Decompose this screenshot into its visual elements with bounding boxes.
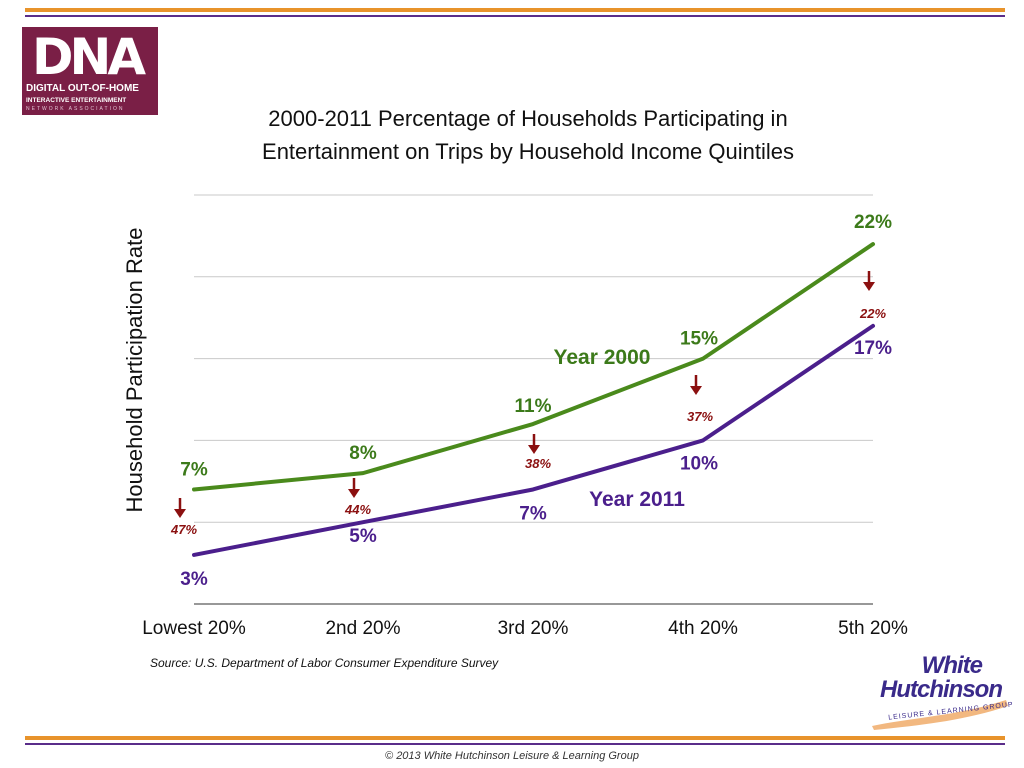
white-hutchinson-logo: White Hutchinson LEISURE & LEARNING GROU… [868,652,1014,732]
decline-label-1: 47% [170,522,197,537]
wh-logo-line-2: Hutchinson [880,676,1003,703]
decline-arrow-head-4 [690,386,702,395]
source-note: Source: U.S. Department of Labor Consume… [150,656,499,670]
logo-letters: DNA [32,28,146,86]
data-label-2000-5: 22% [854,212,892,233]
decline-arrow-head-2 [348,489,360,498]
chart-title: 2000-2011 Percentage of Households Parti… [262,106,794,164]
logo-line-1: DIGITAL OUT-OF-HOME [26,83,139,94]
bottom-purple-rule [25,743,1005,745]
data-label-2011-4: 10% [680,453,718,474]
wh-logo-swoosh [872,700,1008,730]
data-label-2000-1: 7% [180,459,208,480]
logo-line-2: INTERACTIVE ENTERTAINMENT [26,97,127,104]
x-tick-label-1: Lowest 20% [142,618,246,639]
x-tick-label-5: 5th 20% [838,618,908,639]
logo-line-3: NETWORK ASSOCIATION [26,106,125,112]
top-purple-rule [25,15,1005,17]
decline-label-2: 44% [344,502,371,517]
dna-logo: DNA DIGITAL OUT-OF-HOME INTERACTIVE ENTE… [22,27,158,115]
decline-arrow-head-1 [174,509,186,518]
top-orange-rule [25,8,1005,12]
decline-label-5: 22% [859,306,886,321]
data-label-2011-3: 7% [519,503,547,524]
series-line-year-2011 [192,323,875,557]
copyright-note: © 2013 White Hutchinson Leisure & Learni… [385,750,639,762]
data-label-2011-1: 3% [180,569,208,590]
decline-label-4: 37% [687,409,713,424]
x-tick-label-2: 2nd 20% [325,618,400,639]
x-tick-label-3: 3rd 20% [498,618,569,639]
decline-arrow-head-3 [528,445,540,454]
decline-arrow-head-5 [863,282,875,291]
bottom-orange-rule [25,736,1005,740]
data-label-2011-5: 17% [854,338,892,359]
data-label-2011-2: 5% [349,526,377,547]
wh-logo-line-1: White [921,652,983,679]
series-line-year-2000 [192,242,875,492]
x-tick-label-4: 4th 20% [668,618,738,639]
data-label-2000-2: 8% [349,443,377,464]
series-name-year-2000: Year 2000 [554,346,651,369]
data-label-2000-3: 11% [515,396,552,417]
data-label-2000-4: 15% [680,329,718,350]
decline-label-3: 38% [525,456,551,471]
series-name-year-2011: Year 2011 [589,488,685,511]
